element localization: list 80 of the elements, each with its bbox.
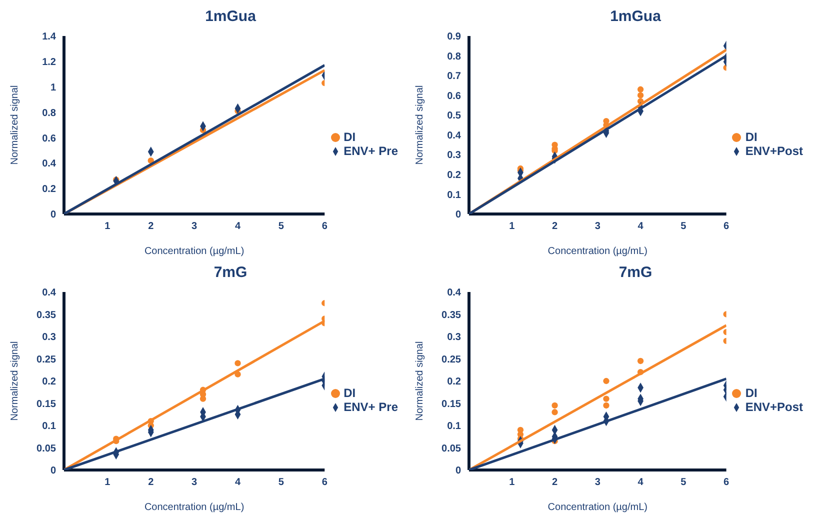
y-tick-label: 0.15: [36, 398, 56, 410]
x-tick-label: 6: [322, 477, 328, 488]
y-axis-title: Normalized signal: [414, 341, 426, 421]
x-tick-label: 3: [192, 477, 198, 488]
x-tick-label: 2: [148, 221, 154, 232]
x-tick-label: 4: [234, 221, 241, 232]
x-tick-label: 1: [104, 221, 111, 232]
y-tick-label: 0.4: [447, 130, 462, 142]
y-tick-label: 0: [50, 466, 56, 477]
legend-label: ENV+ Pre: [344, 400, 398, 414]
chart-title: 7mG: [212, 264, 248, 283]
legend-label: ENV+Post: [745, 144, 803, 158]
y-tick-label: 0.25: [36, 354, 56, 366]
y-tick-label: 0.05: [442, 443, 462, 454]
legend-label: ENV+Post: [745, 400, 803, 414]
y-tick-label: 1: [50, 82, 56, 94]
y-tick-label: 0: [50, 210, 56, 221]
y-tick-label: 1.2: [42, 56, 56, 68]
y-tick-label: 0.9: [447, 32, 462, 43]
x-tick-label: 6: [724, 221, 730, 232]
x-tick-label: 5: [278, 477, 284, 488]
legend-label: DI: [745, 386, 758, 400]
x-axis-title: Concentration (µg/mL): [144, 246, 244, 257]
x-tick-label: 5: [680, 477, 687, 488]
x-axis-title: Concentration (µg/mL): [144, 502, 244, 513]
y-tick-label: 0.4: [42, 158, 56, 170]
chart-title: 1mGua: [204, 8, 257, 27]
y-tick-label: 0.7: [447, 71, 462, 82]
y-tick-label: 1.4: [42, 32, 56, 43]
x-tick-label: 3: [594, 477, 601, 488]
x-tick-label: 6: [724, 477, 730, 488]
y-tick-label: 0.8: [42, 108, 56, 119]
y-tick-label: 0.25: [442, 354, 462, 366]
x-tick-label: 1: [509, 477, 516, 488]
y-tick-label: 0.2: [447, 170, 462, 181]
y-tick-label: 0.3: [447, 150, 462, 162]
y-tick-label: 0.1: [42, 421, 56, 432]
legend-label: ENV+ Pre: [344, 144, 398, 158]
x-tick-label: 6: [322, 221, 328, 232]
x-tick-label: 4: [638, 477, 644, 488]
y-tick-label: 0.8: [447, 51, 462, 62]
y-tick-label: 0.5: [447, 110, 462, 122]
y-tick-label: 0: [455, 210, 462, 221]
y-tick-label: 0.05: [36, 443, 56, 454]
y-tick-label: 0.35: [36, 310, 56, 321]
x-tick-label: 1: [104, 477, 111, 488]
x-tick-label: 2: [552, 477, 558, 488]
x-tick-label: 2: [552, 221, 558, 232]
x-tick-label: 4: [234, 477, 241, 488]
y-tick-label: 0.2: [42, 376, 56, 388]
legend-label: DI: [344, 130, 356, 144]
x-tick-label: 2: [148, 477, 154, 488]
x-tick-label: 5: [680, 221, 687, 232]
x-tick-label: 3: [594, 221, 601, 232]
y-tick-label: 0.4: [42, 288, 56, 299]
y-tick-label: 0.3: [42, 332, 56, 344]
y-tick-label: 0.2: [447, 376, 462, 388]
y-tick-label: 0.4: [447, 288, 462, 299]
y-tick-label: 0.1: [447, 190, 462, 201]
y-tick-label: 0.2: [42, 184, 56, 196]
y-axis-title: Normalized signal: [10, 85, 21, 165]
y-tick-label: 0.3: [447, 332, 462, 344]
y-tick-label: 0.15: [442, 398, 462, 410]
x-tick-label: 5: [278, 221, 284, 232]
legend-label: DI: [344, 386, 356, 400]
y-tick-label: 0.1: [447, 421, 462, 432]
y-tick-label: 0.35: [442, 310, 462, 321]
y-tick-label: 0: [455, 466, 462, 477]
chart-title: 1mGua: [609, 8, 662, 27]
y-tick-label: 0.6: [447, 90, 462, 102]
x-tick-label: 1: [509, 221, 516, 232]
legend-label: DI: [745, 130, 758, 144]
y-tick-label: 0.6: [42, 133, 56, 144]
x-axis-title: Concentration (µg/mL): [548, 502, 648, 513]
chart-title: 7mG: [618, 264, 654, 283]
x-tick-label: 4: [638, 221, 644, 232]
y-axis-title: Normalized signal: [10, 341, 21, 421]
x-axis-title: Concentration (µg/mL): [548, 246, 648, 257]
x-tick-label: 3: [192, 221, 198, 232]
y-axis-title: Normalized signal: [414, 85, 426, 165]
